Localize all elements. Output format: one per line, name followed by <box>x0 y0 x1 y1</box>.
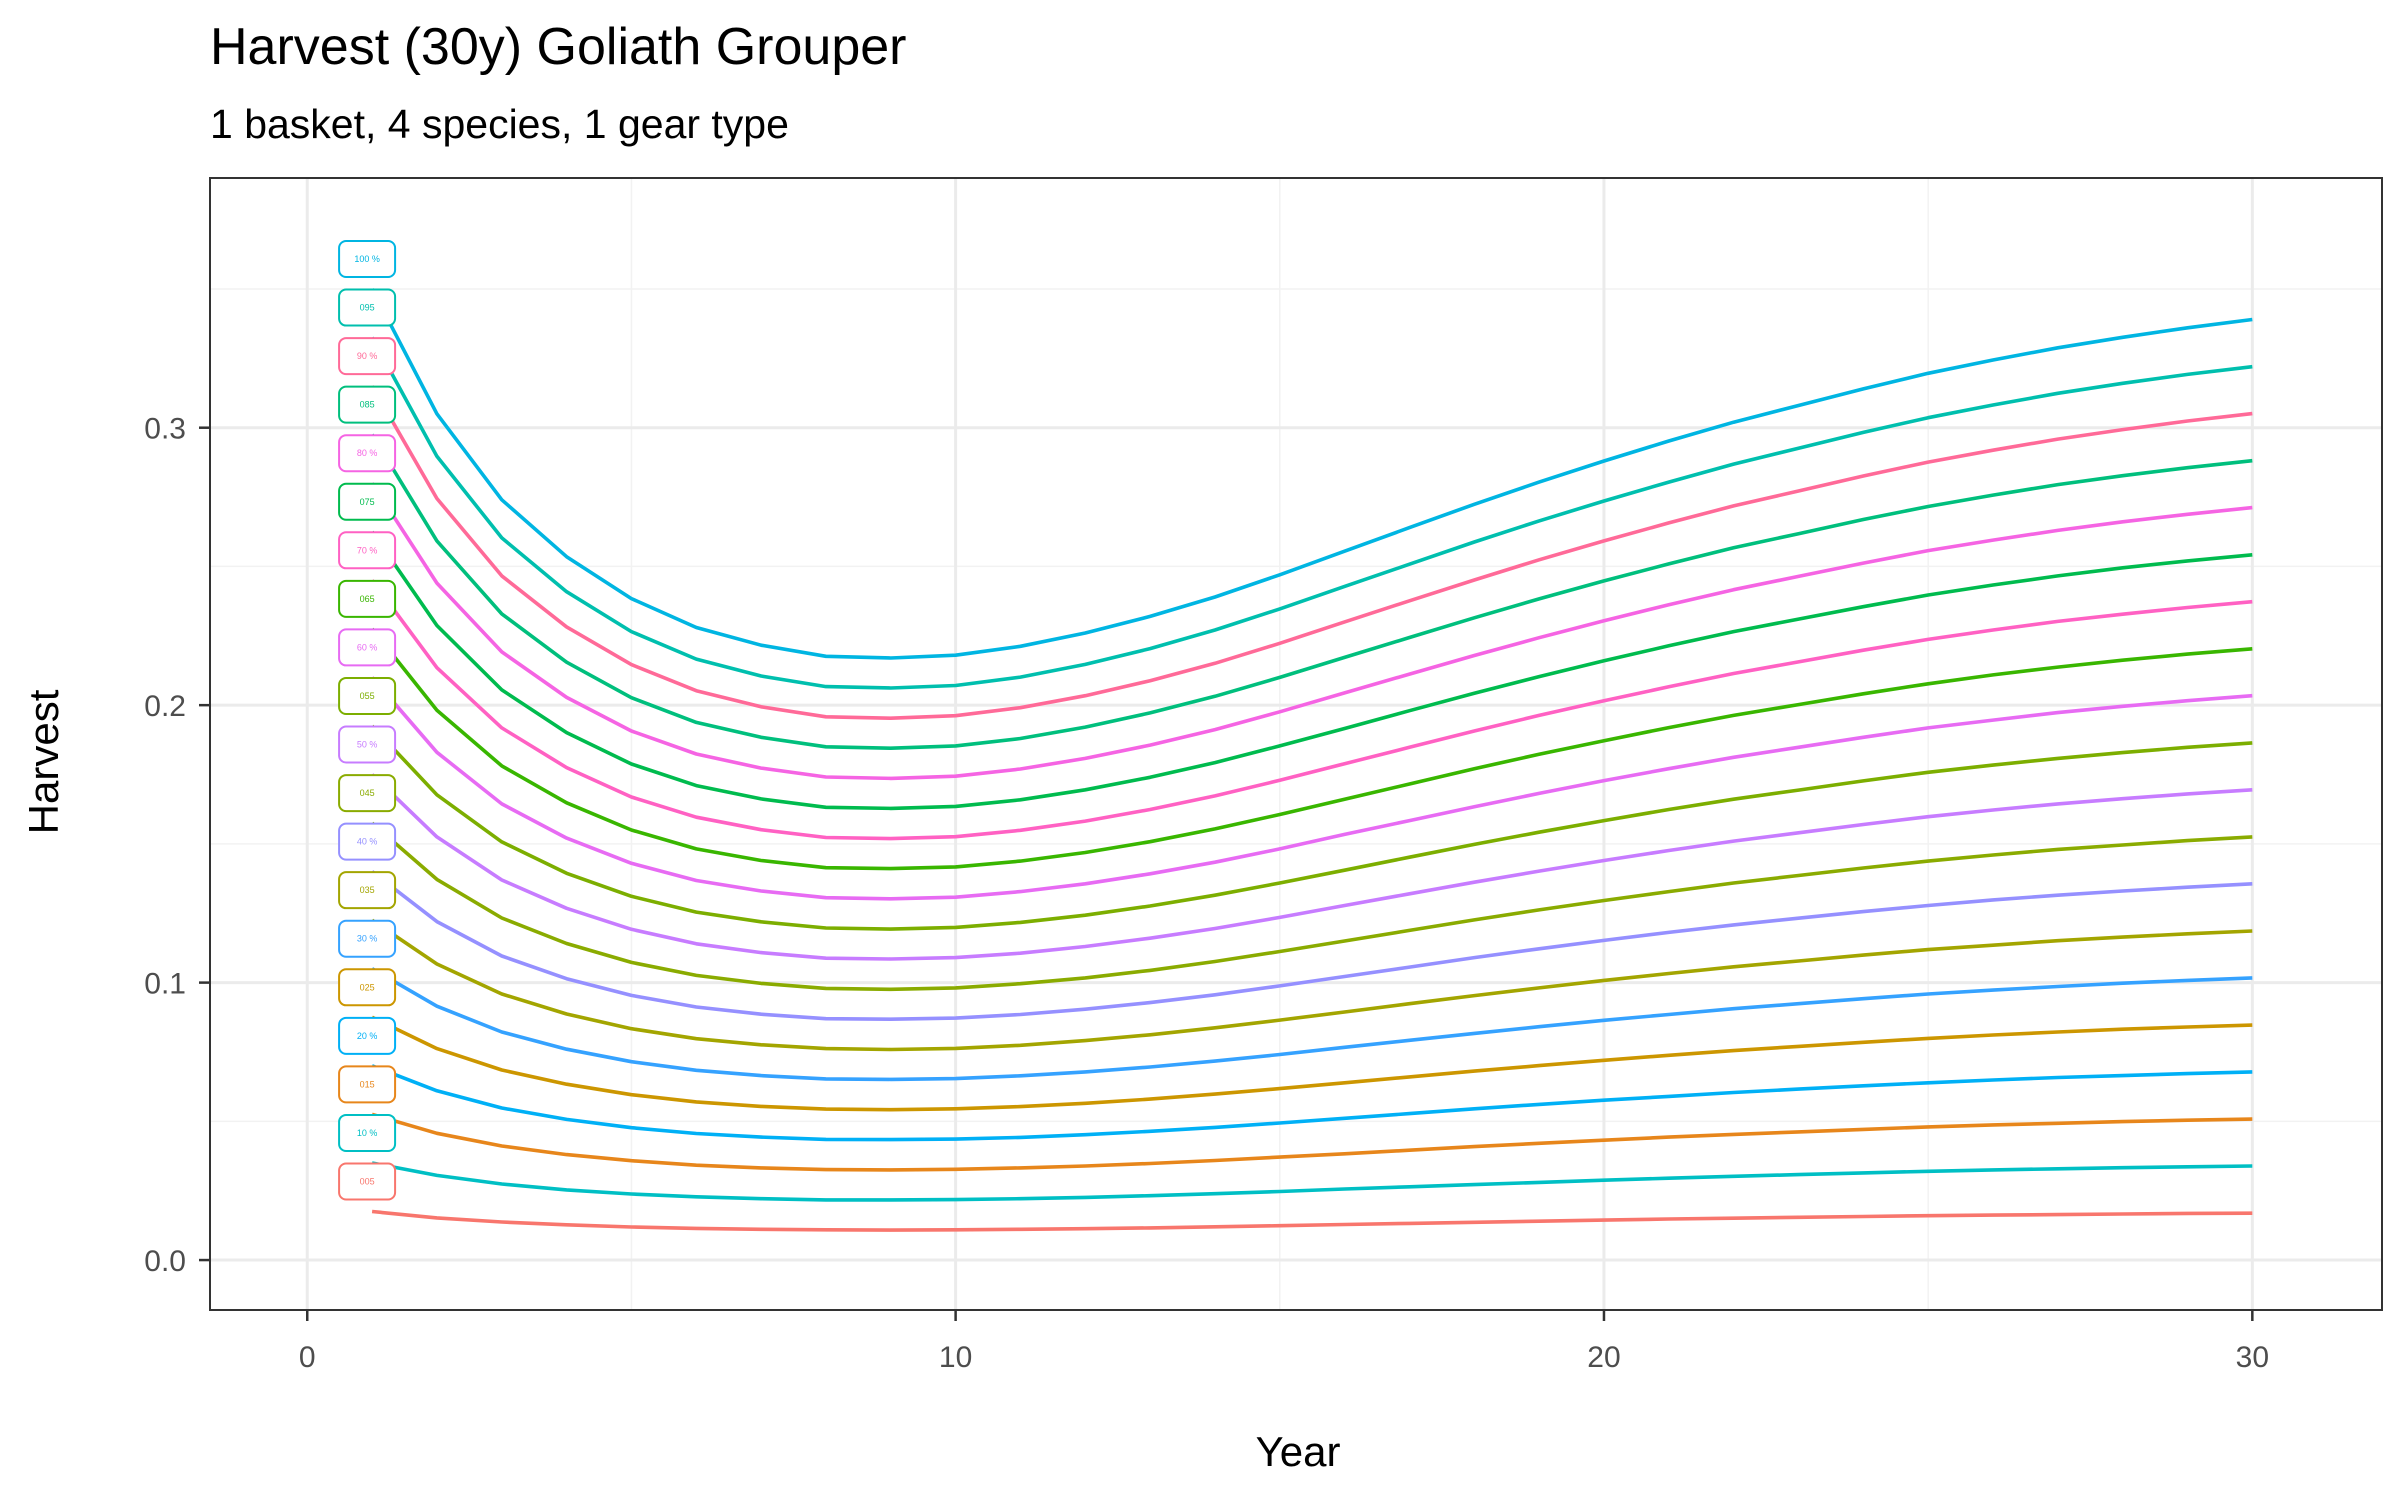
series-label-text: 005 <box>360 1177 375 1187</box>
series-label-text: 075 <box>360 497 375 507</box>
x-tick-label: 0 <box>299 1341 316 1374</box>
series-label-box <box>338 239 397 278</box>
series-line <box>371 967 2253 1082</box>
y-tick-label: 0.3 <box>144 413 186 446</box>
series-label-box <box>338 676 397 715</box>
series-label-text: 10 % <box>357 1128 378 1138</box>
series-line <box>371 918 2253 1052</box>
series-label-box <box>338 1162 397 1201</box>
series-line <box>371 870 2253 1021</box>
series-lines <box>370 288 2253 1232</box>
series-label-box <box>338 628 397 667</box>
series-label-box <box>338 288 397 327</box>
series-label-text: 80 % <box>357 448 378 458</box>
series-label-text: 035 <box>360 885 375 895</box>
series-label: 100 % <box>338 239 397 278</box>
series-line <box>370 433 2253 750</box>
series-line <box>370 579 2253 841</box>
y-axis-title: Harvest <box>20 689 67 834</box>
series-label-text: 60 % <box>357 642 378 652</box>
series-line <box>370 676 2253 901</box>
series-label-box <box>338 871 397 910</box>
series-label-box <box>338 1113 397 1152</box>
series-line <box>370 773 2253 961</box>
series-labels: 005 10 % 015 20 % 025 30 % 035 40 % 045 50 % 055 60… <box>338 239 397 1201</box>
x-axis-title: Year <box>1256 1428 1341 1475</box>
x-tick-label: 10 <box>939 1341 972 1374</box>
series-label-box <box>338 337 397 376</box>
series-label: 30 % <box>338 919 397 958</box>
series-label: 20 % <box>338 1016 397 1055</box>
series-label: 075 <box>338 482 397 521</box>
series-label: 035 <box>338 871 397 910</box>
series-label-box <box>338 968 397 1007</box>
series-label-text: 015 <box>360 1079 375 1089</box>
series-label-box <box>338 482 397 521</box>
series-label-box <box>338 531 397 570</box>
series-label-box <box>338 822 397 861</box>
series-label: 80 % <box>338 434 397 473</box>
series-label-box <box>338 725 397 764</box>
x-tick-label: 30 <box>2236 1341 2269 1374</box>
series-label-text: 90 % <box>357 351 378 361</box>
series-label-text: 50 % <box>357 740 378 750</box>
series-line <box>371 1161 2253 1202</box>
series-label: 055 <box>338 676 397 715</box>
series-label-text: 055 <box>360 691 375 701</box>
series-label-box <box>338 434 397 473</box>
series-label-box <box>338 385 397 424</box>
series-label-text: 100 % <box>354 254 380 264</box>
series-line <box>370 336 2253 690</box>
y-tick-label: 0.2 <box>144 690 186 723</box>
series-label: 70 % <box>338 531 397 570</box>
series-label: 015 <box>338 1065 397 1104</box>
y-tick-label: 0.0 <box>144 1245 186 1278</box>
series-line <box>370 288 2253 660</box>
series-label: 005 <box>338 1162 397 1201</box>
series-line <box>371 1015 2253 1112</box>
series-label-box <box>338 1065 397 1104</box>
series-line <box>370 530 2253 811</box>
y-tick-label: 0.1 <box>144 968 186 1001</box>
series-line <box>371 1064 2253 1142</box>
series-label: 095 <box>338 288 397 327</box>
chart-subtitle: 1 basket, 4 species, 1 gear type <box>210 101 789 147</box>
series-label-text: 045 <box>360 788 375 798</box>
plot-panel-border <box>209 177 2383 1311</box>
series-label: 60 % <box>338 628 397 667</box>
series-line <box>370 821 2253 992</box>
series-label-text: 095 <box>360 303 375 313</box>
series-label-text: 025 <box>360 982 375 992</box>
series-label: 045 <box>338 774 397 813</box>
series-label: 50 % <box>338 725 397 764</box>
series-label-box <box>338 579 397 618</box>
series-label: 10 % <box>338 1113 397 1152</box>
series-label: 40 % <box>338 822 397 861</box>
series-label: 025 <box>338 968 397 1007</box>
series-line <box>370 627 2253 871</box>
series-label: 90 % <box>338 337 397 376</box>
x-tick-label: 20 <box>1587 1341 1620 1374</box>
series-label: 085 <box>338 385 397 424</box>
series-label-text: 065 <box>360 594 375 604</box>
series-line <box>371 1209 2253 1232</box>
series-line <box>370 482 2253 781</box>
series-label-box <box>338 919 397 958</box>
axes: 0 10 20 30 0.0 0.1 0.2 0.3 <box>144 413 2269 1374</box>
series-label-box <box>338 1016 397 1055</box>
chart-title: Harvest (30y) Goliath Grouper <box>210 18 907 76</box>
series-label-box <box>338 774 397 813</box>
series-label: 065 <box>338 579 397 618</box>
series-label-text: 20 % <box>357 1031 378 1041</box>
series-label-text: 70 % <box>357 545 378 555</box>
series-label-text: 30 % <box>357 934 378 944</box>
series-line <box>371 1112 2253 1172</box>
series-label-text: 085 <box>360 400 375 410</box>
series-line <box>370 385 2253 720</box>
series-label-text: 40 % <box>357 837 378 847</box>
series-line <box>370 724 2253 931</box>
